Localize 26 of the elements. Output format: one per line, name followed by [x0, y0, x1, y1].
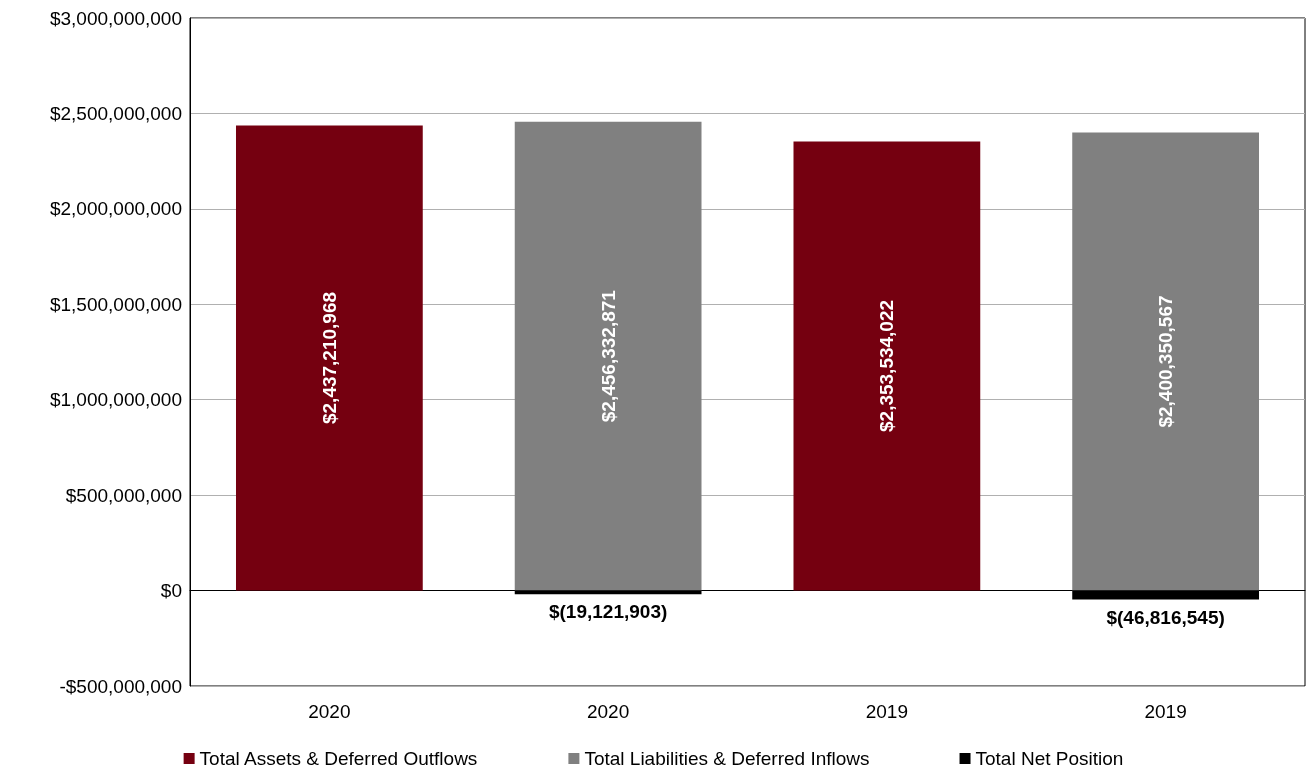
- legend-label: Total Assets & Deferred Outflows: [199, 748, 478, 769]
- x-tick-label: 2020: [586, 701, 630, 722]
- x-tick-label: 2019: [1144, 701, 1187, 722]
- data-label: $2,353,534,022: [876, 299, 898, 433]
- y-tick-label: -$500,000,000: [59, 675, 182, 697]
- data-label: $2,456,332,871: [597, 289, 619, 423]
- y-tick-label: $1,000,000,000: [49, 389, 182, 411]
- y-tick-label: $2,000,000,000: [49, 198, 182, 220]
- y-tick-label: $2,500,000,000: [49, 102, 182, 124]
- legend-label: Total Liabilities & Deferred Inflows: [584, 748, 870, 769]
- legend-label: Total Net Position: [975, 748, 1124, 769]
- data-label: $2,437,210,968: [318, 291, 340, 425]
- bar: [793, 141, 981, 591]
- y-tick-label: $0: [160, 580, 182, 602]
- x-tick-label: 2019: [865, 701, 909, 722]
- y-tick-label: $500,000,000: [65, 484, 182, 506]
- data-label: $2,400,350,567: [1155, 295, 1177, 428]
- bar: [1072, 590, 1260, 600]
- bar: [1072, 132, 1260, 591]
- y-tick-label: $1,500,000,000: [49, 293, 182, 315]
- data-label: $(19,121,903): [548, 601, 668, 623]
- bar: [514, 121, 702, 591]
- y-tick-label: $3,000,000,000: [49, 7, 182, 29]
- x-tick-label: 2020: [308, 701, 351, 722]
- bar: [235, 125, 423, 591]
- data-label: $(46,816,545): [1106, 606, 1225, 628]
